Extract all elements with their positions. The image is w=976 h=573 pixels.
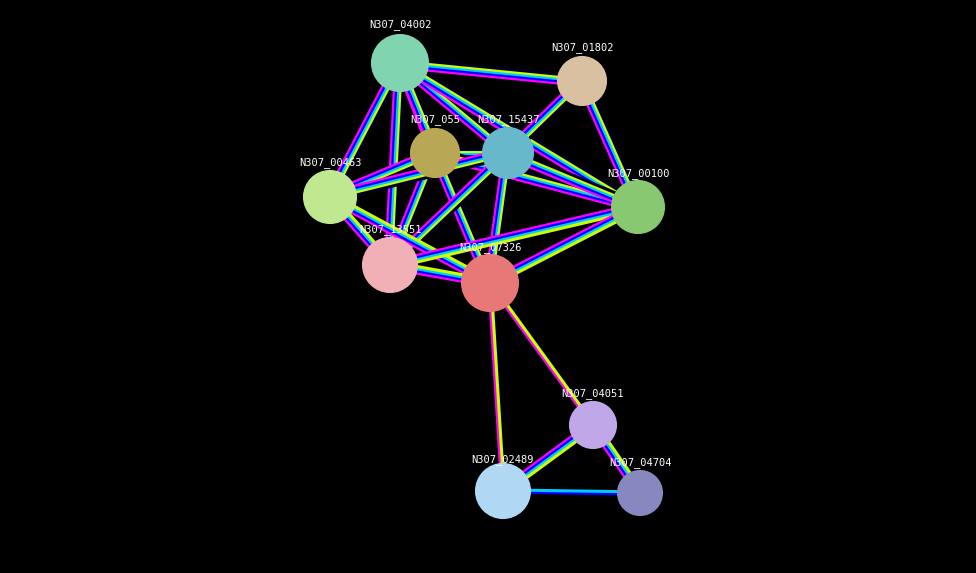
Circle shape [304, 171, 356, 223]
Text: N307_055: N307_055 [410, 114, 460, 125]
Circle shape [570, 402, 616, 448]
Circle shape [483, 128, 533, 178]
Circle shape [411, 129, 459, 177]
Text: N307_07326: N307_07326 [459, 242, 521, 253]
Circle shape [612, 181, 664, 233]
Text: N307_13551: N307_13551 [359, 224, 422, 235]
Text: N307_00463: N307_00463 [299, 157, 361, 168]
Circle shape [363, 238, 417, 292]
Circle shape [372, 35, 428, 91]
Text: N307_04051: N307_04051 [562, 388, 625, 399]
Circle shape [618, 471, 662, 515]
Circle shape [476, 464, 530, 518]
Text: N307_04704: N307_04704 [609, 457, 671, 468]
Text: N307_01802: N307_01802 [550, 42, 613, 53]
Text: N307_15437: N307_15437 [476, 114, 540, 125]
Circle shape [462, 255, 518, 311]
Circle shape [558, 57, 606, 105]
Text: N307_02489: N307_02489 [471, 454, 534, 465]
Text: N307_00100: N307_00100 [607, 168, 670, 179]
Text: N307_04002: N307_04002 [369, 19, 431, 30]
